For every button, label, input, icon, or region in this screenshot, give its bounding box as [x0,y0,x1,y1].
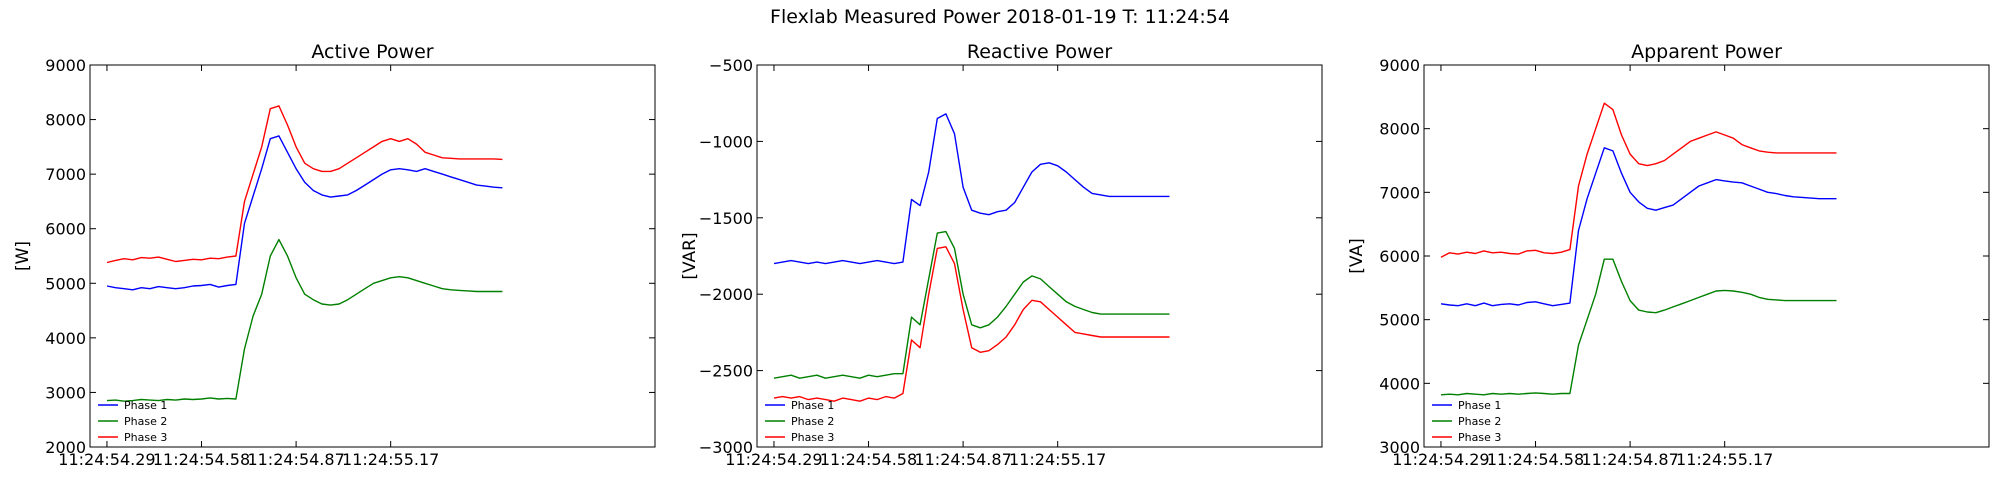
y-tick-label: 5000 [45,274,86,293]
reactive-power-ylabel: [VAR] [680,232,700,279]
active-power-ylabel: [W] [13,241,33,271]
legend-label: Phase 2 [791,415,834,428]
apparent-power-axes: 300040005000600070008000900011:24:54.291… [1347,41,1990,469]
y-tick-label: 9000 [45,56,86,75]
y-tick-label: −2500 [699,362,753,381]
y-tick-label: −3000 [699,438,753,457]
apparent-power-legend: Phase 1 Phase 2 Phase 3 [1432,399,1501,444]
series-line-phase-1 [1440,147,1837,307]
y-tick-label: 7000 [1379,183,1420,202]
series-line-phase-2 [1440,258,1837,396]
y-tick-label: 4000 [1379,374,1420,393]
y-tick-label: 7000 [45,165,86,184]
reactive-power-title: Reactive Power [967,41,1112,63]
x-tick-label: 11:24:54.58 [820,450,917,469]
y-tick-label: 8000 [45,111,86,130]
x-tick-label: 11:24:54.29 [725,450,822,469]
legend-label: Phase 3 [124,431,167,444]
x-tick-label: 11:24:54.87 [914,450,1011,469]
apparent-power-ylabel: [VA] [1347,238,1367,273]
y-tick-label: 4000 [45,329,86,348]
legend-label: Phase 1 [791,399,834,412]
y-tick-label: 5000 [1379,311,1420,330]
active-power-legend: Phase 1 Phase 2 Phase 3 [98,399,167,444]
series-line-phase-3 [1440,102,1837,258]
series-line-phase-1 [106,135,503,291]
x-tick-label: 11:24:54.87 [1581,450,1678,469]
x-tick-label: 11:24:54.87 [247,450,344,469]
legend-label: Phase 3 [791,431,834,444]
series-line-phase-2 [106,238,503,402]
y-tick-label: −500 [709,56,753,75]
series-line-phase-1 [773,113,1170,265]
legend-label: Phase 3 [1458,431,1501,444]
y-tick-label: 9000 [1379,56,1420,75]
series-line-phase-3 [773,246,1170,402]
axes-frame [89,64,656,448]
y-tick-label: 2000 [45,438,86,457]
active-power-axes: 2000 3000 4000 5000 6000 7000 8000 9000 11:24:54… [13,41,656,469]
legend-label: Phase 1 [124,399,167,412]
y-tick-label: 6000 [1379,247,1420,266]
y-tick-label: 6000 [45,220,86,239]
reactive-power-axes: −3000 −2500 −2000 −1500 −1000 −500 11:24:54.29… [680,41,1323,469]
y-tick-label: −1500 [699,209,753,228]
active-power-title: Active Power [311,41,433,63]
axes-frame [1423,64,1990,448]
y-tick-label: −1000 [699,132,753,151]
x-tick-label: 11:24:55.17 [1676,450,1773,469]
series-line-phase-3 [106,105,503,264]
legend-label: Phase 1 [1458,399,1501,412]
y-tick-label: 3000 [45,383,86,402]
figure-title: Flexlab Measured Power 2018-01-19 T: 11:… [770,6,1230,28]
x-tick-label: 11:24:55.17 [342,450,439,469]
x-tick-label: 11:24:54.58 [1487,450,1584,469]
y-tick-label: −2000 [699,285,753,304]
y-tick-label: 8000 [1379,120,1420,139]
x-tick-label: 11:24:54.29 [58,450,155,469]
y-tick-label: 3000 [1379,438,1420,457]
legend-label: Phase 2 [1458,415,1501,428]
apparent-power-title: Apparent Power [1631,41,1782,63]
reactive-power-legend: Phase 1 Phase 2 Phase 3 [765,399,834,444]
x-tick-label: 11:24:55.17 [1009,450,1106,469]
axes-frame [756,64,1323,448]
x-tick-label: 11:24:54.29 [1392,450,1489,469]
legend-label: Phase 2 [124,415,167,428]
x-tick-label: 11:24:54.58 [153,450,250,469]
series-line-phase-2 [773,230,1170,379]
